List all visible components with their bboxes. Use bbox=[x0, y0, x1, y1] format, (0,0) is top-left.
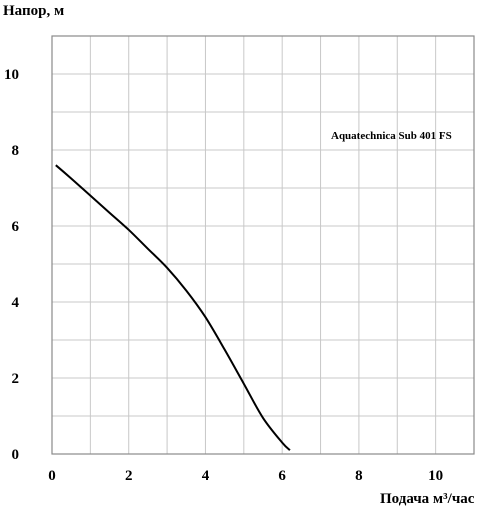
x-tick-label: 8 bbox=[355, 468, 363, 484]
y-tick-label: 0 bbox=[12, 447, 20, 463]
x-tick-label: 10 bbox=[428, 468, 443, 484]
y-tick-label: 2 bbox=[12, 371, 20, 387]
y-tick-label: 6 bbox=[12, 219, 20, 235]
y-tick-label: 4 bbox=[12, 295, 20, 311]
y-tick-label: 10 bbox=[4, 67, 19, 83]
legend-label: Aquatechnica Sub 401 FS bbox=[331, 130, 452, 142]
tick-labels: 0 2 4 6 8 10 0 2 4 6 8 10 bbox=[4, 67, 443, 484]
series bbox=[55, 164, 291, 451]
y-axis-title: Напор, м bbox=[3, 3, 64, 19]
series-line bbox=[55, 164, 291, 451]
grid bbox=[52, 36, 474, 454]
x-axis-title: Подача м³/час bbox=[380, 491, 475, 507]
x-tick-label: 2 bbox=[125, 468, 133, 484]
plot-frame bbox=[51, 35, 475, 455]
x-tick-label: 0 bbox=[48, 468, 56, 484]
y-tick-label: 8 bbox=[12, 143, 20, 159]
x-tick-label: 4 bbox=[202, 468, 210, 484]
x-tick-label: 6 bbox=[278, 468, 286, 484]
plot-border bbox=[51, 35, 475, 455]
